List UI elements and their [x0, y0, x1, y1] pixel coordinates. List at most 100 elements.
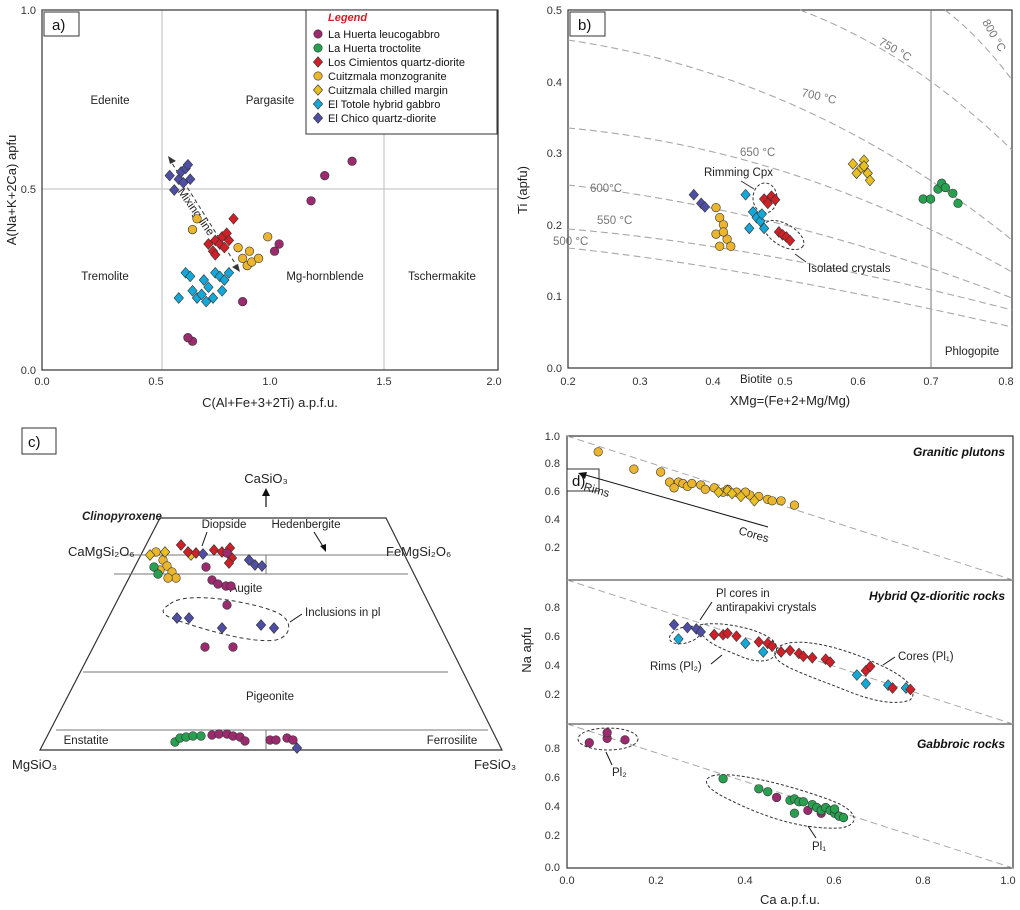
cores-pl1-label: Cores (Pl₁) — [898, 651, 954, 663]
data-point-b — [940, 182, 951, 193]
data-point-a — [238, 253, 248, 263]
legend: Legend La Huerta leucogabbro La Huerta tr… — [305, 9, 498, 135]
vertex-mgsio3: MgSiO₃ — [12, 757, 57, 772]
legend-title: Legend — [328, 12, 367, 24]
b-xtick: 0.3 — [632, 376, 647, 388]
data-point-a — [306, 196, 316, 206]
data-point-d — [860, 677, 871, 690]
data-point-a — [203, 281, 214, 294]
data-point-c — [249, 559, 261, 571]
rims-label: Rims — [582, 481, 611, 500]
panel-d-label-box — [566, 468, 600, 492]
b-ytick: 0.2 — [547, 220, 562, 232]
data-point-d — [709, 628, 720, 641]
data-point-c — [201, 562, 211, 572]
rims-pl2-label: Rims (Pl₂) — [650, 661, 702, 673]
data-point-b — [744, 222, 755, 235]
d-ytick: 0.4 — [545, 660, 560, 672]
panel-b-points — [688, 154, 963, 251]
legend-marker-6 — [312, 112, 324, 124]
isotherm-curve — [567, 228, 1013, 311]
legend-marker-1 — [313, 43, 323, 53]
pl2-arrow — [605, 751, 613, 766]
isotherm-curve — [567, 184, 1013, 299]
data-point-b — [718, 227, 729, 237]
data-point-d — [722, 627, 733, 640]
data-point-a — [254, 253, 264, 263]
isotherm-550: 550 °C — [597, 215, 632, 227]
isotherm-700: 700 °C — [800, 87, 837, 107]
data-point-a — [182, 158, 194, 171]
rims-pl2-outline — [699, 623, 777, 662]
panel-b-frame — [567, 9, 1013, 369]
data-point-a — [269, 246, 280, 256]
b-ylabel: Ti (apfu) — [515, 166, 530, 214]
data-point-b — [953, 198, 963, 208]
casio3-arrow-head — [262, 488, 270, 496]
hedenbergite-arrow-head — [320, 544, 326, 552]
data-point-c — [226, 581, 236, 591]
data-point-d — [754, 784, 764, 794]
b-ytick: 0.3 — [547, 148, 562, 160]
data-point-c — [153, 569, 163, 579]
data-point-a — [169, 184, 180, 196]
isotherm-curve — [567, 127, 1013, 273]
data-point-d — [735, 490, 747, 503]
data-point-a — [210, 266, 221, 279]
data-point-b — [925, 194, 936, 204]
legend-marker-2 — [312, 56, 324, 68]
b-ytick: 0.5 — [547, 5, 562, 17]
inclusions-outline — [162, 597, 290, 642]
vertex-fesio3: FeSiO₃ — [474, 757, 516, 772]
field-ferrosilite: Ferrosilite — [427, 735, 477, 747]
field-enstatite: Enstatite — [64, 735, 109, 747]
data-point-c — [182, 546, 194, 558]
data-point-c — [190, 547, 202, 559]
d-ytick: 0.4 — [545, 801, 560, 813]
inclusions-label: Inclusions in pl — [305, 607, 380, 619]
data-point-a — [223, 266, 235, 279]
data-point-c — [196, 731, 206, 741]
data-point-a — [263, 232, 273, 242]
panel-b: b) 500 °C 550 °C 600°C 650 °C 700 °C 750… — [515, 5, 1014, 408]
isotherm-curve — [567, 247, 1013, 328]
vertex-casio3: CaSiO₃ — [244, 471, 288, 486]
data-point-d — [718, 774, 728, 784]
data-point-a — [219, 274, 230, 286]
field-edenite: Edenite — [90, 95, 129, 107]
data-point-a — [198, 274, 210, 286]
data-point-d — [753, 636, 764, 648]
data-point-d — [865, 660, 876, 673]
data-point-b — [711, 203, 721, 213]
data-point-a — [219, 241, 230, 254]
data-point-d — [767, 496, 777, 506]
panel-c-points — [144, 539, 303, 754]
legend-item-label: El Totole hybrid gabbro — [328, 99, 440, 111]
panel-d-frame — [566, 435, 1014, 869]
data-point-d — [749, 494, 760, 507]
cores-pl1-arrow — [882, 656, 896, 666]
b-xtick: 0.6 — [850, 376, 865, 388]
mixing-arrow-head-up — [168, 156, 176, 164]
d-ylabel: Na apfu — [519, 627, 534, 673]
data-point-d — [829, 804, 840, 814]
a-xtick: 0.0 — [34, 376, 49, 388]
isolated-crystals-label: Isolated crystals — [808, 263, 891, 275]
panel-d-label: d) — [572, 473, 585, 490]
data-point-c — [171, 612, 183, 624]
albite-anorthite-line — [566, 435, 1014, 581]
data-point-d — [668, 618, 680, 631]
data-point-a — [210, 248, 221, 261]
d-xtick: 0.2 — [648, 875, 663, 887]
data-point-d — [682, 621, 693, 634]
isotherm-650: 650 °C — [740, 147, 775, 159]
a-xtick: 1.5 — [376, 376, 391, 388]
data-point-b — [758, 222, 770, 235]
data-point-a — [347, 156, 357, 166]
isotherm-curve — [799, 9, 1013, 151]
rims-cores-arrow-head — [578, 472, 587, 479]
rims-pl2-arrow — [710, 654, 723, 665]
data-point-c — [216, 622, 228, 634]
pl1-arrow — [807, 825, 817, 839]
data-point-d — [798, 797, 808, 807]
